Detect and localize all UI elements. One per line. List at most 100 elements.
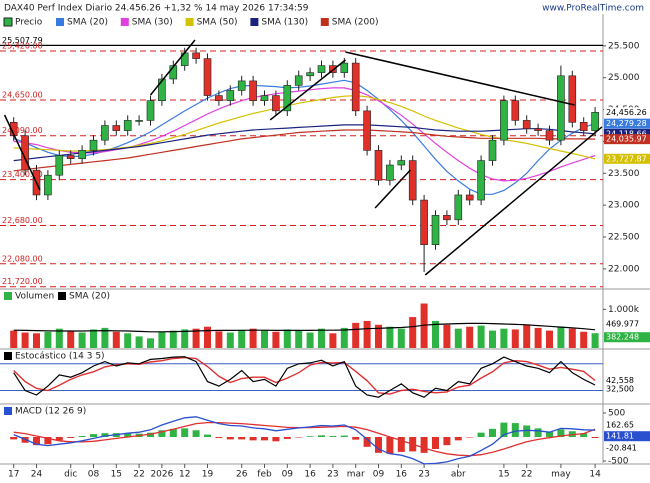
x-tick-label: 24 <box>31 470 43 480</box>
macd-histogram-bar <box>546 431 553 437</box>
value-tag-bg <box>604 128 650 139</box>
legend-swatch <box>185 18 194 26</box>
candle-body <box>146 100 155 121</box>
volume-bar <box>340 327 348 348</box>
watermark: www.ProRealTime.com <box>542 4 644 14</box>
volume-sma-line <box>13 322 596 333</box>
macd-histogram-bar <box>90 434 97 437</box>
candle-body <box>272 95 280 112</box>
y-tick-label: 22.500 <box>608 233 640 243</box>
candle-body <box>443 215 451 221</box>
legend-swatch <box>250 18 259 26</box>
macd-line <box>13 416 596 465</box>
x-tick-label: 26 <box>236 470 248 480</box>
value-tag-bg <box>604 431 650 442</box>
legend-label: SMA (200) <box>332 18 379 28</box>
y-tick-label: 23.000 <box>608 201 640 211</box>
candle-body <box>135 120 143 122</box>
y-tick-label: -500 <box>608 456 629 466</box>
candle-body <box>44 174 52 196</box>
macd-histogram-bar <box>249 436 257 441</box>
volume-bar <box>135 336 143 348</box>
candle-body <box>55 155 64 176</box>
macd-histogram-bar <box>215 436 223 438</box>
legend-label: Precio <box>15 18 43 28</box>
macd-histogram-bar <box>204 434 211 437</box>
stoch-k-line <box>13 356 596 398</box>
volume-bar <box>147 338 154 348</box>
volume-bar <box>397 328 405 348</box>
candle-body <box>500 100 508 141</box>
candle-body <box>112 125 121 131</box>
x-tick-label: 12 <box>179 470 190 480</box>
legend-label: MACD (12 26 9) <box>15 407 86 417</box>
candle-body <box>511 100 520 121</box>
volume-bar <box>67 330 75 348</box>
candle-body <box>78 150 86 159</box>
macd-histogram-bar <box>557 429 565 437</box>
volume-bar <box>181 329 189 348</box>
macd-histogram-bar <box>340 435 348 437</box>
volume-bar <box>238 329 246 348</box>
volume-bar <box>363 320 371 348</box>
volume-bar <box>580 331 588 348</box>
legend-label: SMA (130) <box>261 18 308 28</box>
volume-bar <box>546 330 553 348</box>
value-tag: 24,279.28 <box>606 119 647 128</box>
macd-histogram-bar <box>511 423 519 437</box>
legend-label: SMA (20) <box>69 292 110 302</box>
candle-body <box>557 75 565 141</box>
trendline <box>424 126 603 276</box>
macd-histogram-bar <box>386 436 394 454</box>
candle-body <box>465 194 474 201</box>
volume-bar <box>204 326 211 348</box>
level-label: 23,400.00 <box>2 170 43 179</box>
macd-histogram-bar <box>295 436 303 438</box>
x-tick-label: 15 <box>498 470 509 480</box>
macd-histogram-bar <box>158 430 166 437</box>
macd-histogram-bar <box>375 436 382 453</box>
value-tag-bg <box>604 107 650 118</box>
y-tick-label: 1.000k <box>608 305 640 315</box>
macd-histogram-bar <box>454 436 462 441</box>
volume-bar <box>523 324 531 348</box>
candle-body <box>89 139 98 151</box>
legend-swatch <box>4 407 12 415</box>
macd-histogram-bar <box>432 436 439 449</box>
volume-bar <box>386 326 394 348</box>
candle-body <box>203 58 212 96</box>
x-tick-label: 09 <box>373 470 385 480</box>
volume-bar <box>112 331 120 348</box>
macd-histogram-bar <box>443 436 451 446</box>
volume-bar <box>409 317 417 348</box>
volume-bar <box>454 328 462 348</box>
value-tag: 162.65 <box>606 421 634 430</box>
trendline <box>374 169 411 209</box>
value-tag: 382.248 <box>606 333 639 342</box>
value-tag: 32,500 <box>606 384 634 393</box>
candle-body <box>123 120 132 131</box>
x-tick-label: 2026 <box>150 470 173 480</box>
volume-bar <box>10 330 18 348</box>
volume-bar <box>124 333 132 348</box>
x-tick-label: 19 <box>202 470 214 480</box>
macd-histogram-bar <box>420 436 428 453</box>
candle-body <box>260 95 269 101</box>
volume-bar <box>261 330 268 348</box>
x-tick-label: 16 <box>396 470 408 480</box>
macd-histogram-bar <box>466 436 474 438</box>
legend-swatch <box>120 18 129 26</box>
volume-bar <box>90 329 97 348</box>
volume-bar <box>511 329 519 348</box>
level-label: 22,080.00 <box>2 254 43 263</box>
volume-bar <box>489 330 496 348</box>
candle-body <box>226 90 235 101</box>
macd-histogram-bar <box>147 432 154 437</box>
volume-bar <box>44 331 52 348</box>
x-tick-label: 23 <box>418 470 429 480</box>
value-tag-bg <box>604 134 650 145</box>
value-tag: -20.841 <box>606 443 637 452</box>
macd-histogram-bar <box>181 428 189 437</box>
x-tick-label: abr <box>451 470 466 480</box>
